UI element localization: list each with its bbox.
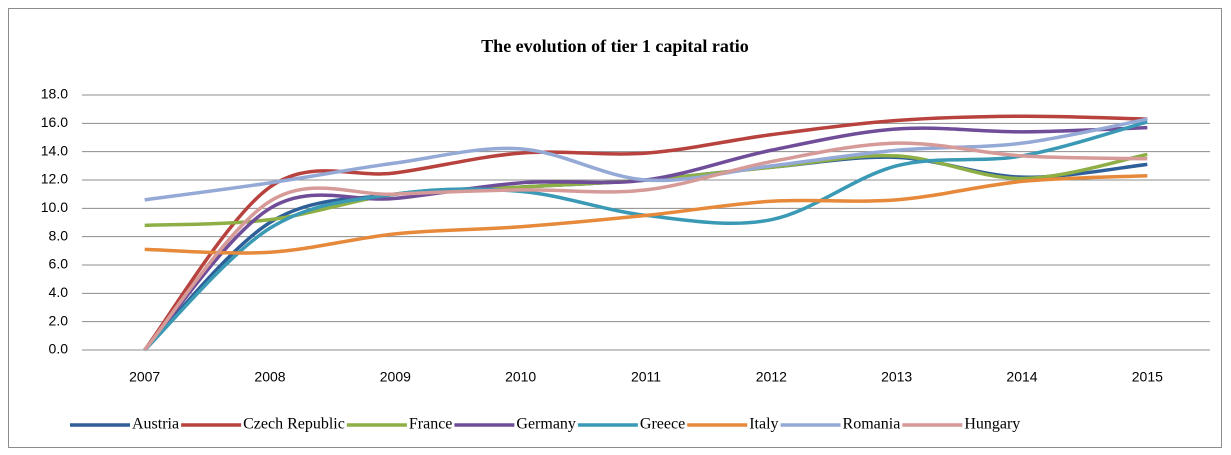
y-tick-label: 6.0 [49, 256, 69, 272]
legend-label: Italy [749, 416, 778, 433]
x-tick-label: 2013 [881, 369, 912, 385]
legend-label: Austria [132, 416, 179, 433]
y-tick-label: 10.0 [41, 199, 68, 215]
x-tick-label: 2014 [1006, 369, 1037, 385]
chart-title: The evolution of tier 1 capital ratio [481, 36, 749, 56]
legend-label: France [409, 416, 453, 433]
y-tick-label: 4.0 [49, 284, 69, 300]
legend-label: Romania [843, 416, 901, 433]
series-line [144, 174, 1148, 255]
x-tick-label: 2008 [254, 369, 285, 385]
y-tick-label: 18.0 [41, 86, 68, 102]
x-tick-label: 2010 [505, 369, 536, 385]
x-tick-label: 2011 [631, 369, 661, 385]
x-tick-label: 2009 [380, 369, 411, 385]
legend-label: Germany [516, 416, 576, 433]
y-tick-label: 12.0 [41, 171, 68, 187]
chart-border [8, 8, 1222, 448]
series-line [143, 141, 1148, 352]
series-line [144, 117, 1148, 202]
x-tick-label: 2015 [1132, 369, 1163, 385]
x-tick-label: 2012 [756, 369, 787, 385]
legend-label: Hungary [964, 416, 1020, 433]
y-tick-label: 2.0 [49, 312, 69, 328]
x-tick-label: 2007 [129, 369, 160, 385]
legend-label: Czech Republic [243, 416, 345, 433]
y-tick-label: 8.0 [49, 227, 69, 243]
y-tick-label: 14.0 [41, 142, 68, 158]
y-tick-label: 16.0 [41, 114, 68, 130]
y-tick-label: 0.0 [49, 341, 69, 357]
legend-label: Greece [640, 416, 685, 433]
